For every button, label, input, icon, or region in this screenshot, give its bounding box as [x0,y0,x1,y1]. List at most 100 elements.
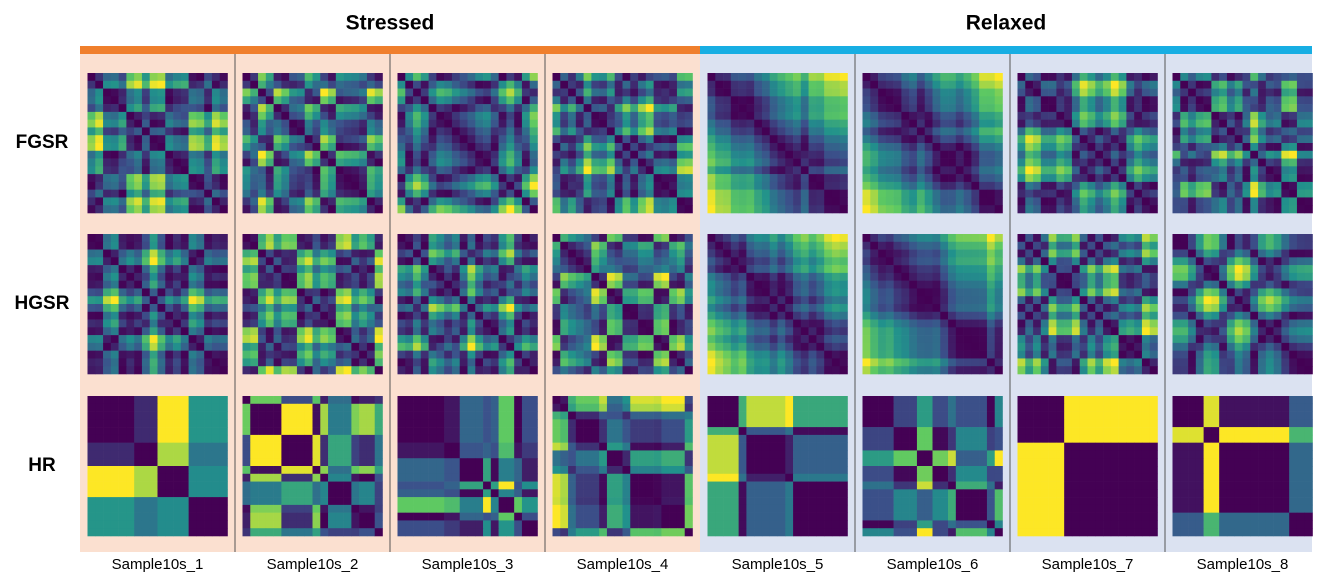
heatmap-cell [894,96,902,104]
heatmap-cell [196,343,204,351]
heatmap-cell [328,73,336,81]
heatmap-cell [801,265,809,273]
heatmap-cell [250,197,258,205]
heatmap-cell [816,281,824,289]
heatmap-cell [770,234,778,242]
heatmap-cell [367,174,375,182]
heatmap-cell [212,96,220,104]
heatmap-cell [770,427,778,435]
heatmap-cell [196,257,204,265]
heatmap-cell [119,366,127,374]
heatmap-cell [568,489,576,497]
heatmap-cell [181,404,189,412]
heatmap-cell [483,190,491,198]
heatmap-cell [824,205,832,213]
heatmap-cell [305,419,313,427]
heatmap-cell [870,89,878,97]
heatmap-cell [305,320,313,328]
heatmap-cell [506,242,514,250]
heatmap-cell [359,358,367,366]
heatmap-cell [336,335,344,343]
heatmap-cell [336,404,344,412]
heatmap-cell [824,304,832,312]
heatmap-cell [723,182,731,190]
heatmap-cell [452,335,460,343]
heatmap-cell [568,427,576,435]
heatmap-cell [793,120,801,128]
heatmap-cell [809,81,817,89]
heatmap-cell [661,419,669,427]
heatmap-cell [258,242,266,250]
heatmap-cell [281,343,289,351]
heatmap-cell [708,104,716,112]
heatmap-cell [297,143,305,151]
heatmap-cell [398,190,406,198]
heatmap-cell [584,174,592,182]
heatmap-cell [165,505,173,513]
heatmap-cell [158,366,166,374]
heatmap-cell [793,474,801,482]
heatmap-cell [638,466,646,474]
heatmap-cell [522,205,530,213]
heatmap-cell [770,404,778,412]
heatmap-cell [173,505,181,513]
heatmap-cell [816,458,824,466]
heatmap-cell [591,520,599,528]
heatmap-cell [630,112,638,120]
heatmap-cell [506,81,514,89]
heatmap-cell [367,312,375,320]
heatmap-cell [661,288,669,296]
heatmap-cell [165,166,173,174]
heatmap-cell [405,520,413,528]
heatmap-cell [274,366,282,374]
heatmap-cell [514,443,522,451]
heatmap-cell [824,513,832,521]
heatmap-cell [429,127,437,135]
heatmap-cell [793,281,801,289]
heatmap-cell [460,320,468,328]
heatmap-cell [452,312,460,320]
heatmap-cell [266,296,274,304]
heatmap-cell [274,205,282,213]
heatmap-cell [832,104,840,112]
heatmap-cell [95,497,103,505]
heatmap-cell [746,450,754,458]
heatmap-cell [731,335,739,343]
heatmap-cell [405,96,413,104]
heatmap-cell [297,304,305,312]
heatmap-cell [250,265,258,273]
heatmap-cell [514,489,522,497]
heatmap-cell [173,513,181,521]
heatmap-cell [266,159,274,167]
heatmap-cell [560,513,568,521]
heatmap-cell [95,482,103,490]
heatmap-cell [103,151,111,159]
heatmap-cell [599,351,607,359]
heatmap-cell [320,489,328,497]
heatmap-cell [491,265,499,273]
heatmap-cell [816,443,824,451]
column-label: Sample10s_4 [577,556,669,573]
heatmap-cell [715,343,723,351]
heatmap-cell [940,96,948,104]
heatmap-cell [770,320,778,328]
heatmap-cell [413,73,421,81]
heatmap-cell [739,281,747,289]
heatmap-cell [158,419,166,427]
heatmap-cell [708,505,716,513]
heatmap-cell [530,427,538,435]
heatmap-cell [646,327,654,335]
heatmap-cell [785,127,793,135]
heatmap-cell [599,273,607,281]
heatmap-cell [553,151,561,159]
heatmap-cell [460,327,468,335]
heatmap-cell [638,396,646,404]
heatmap-cell [499,112,507,120]
heatmap-cell [739,335,747,343]
column-label: Sample10s_3 [422,556,514,573]
heatmap-cell [933,89,941,97]
heatmap-cell [506,174,514,182]
heatmap-cell [95,273,103,281]
heatmap-cell [313,296,321,304]
heatmap-cell [708,520,716,528]
